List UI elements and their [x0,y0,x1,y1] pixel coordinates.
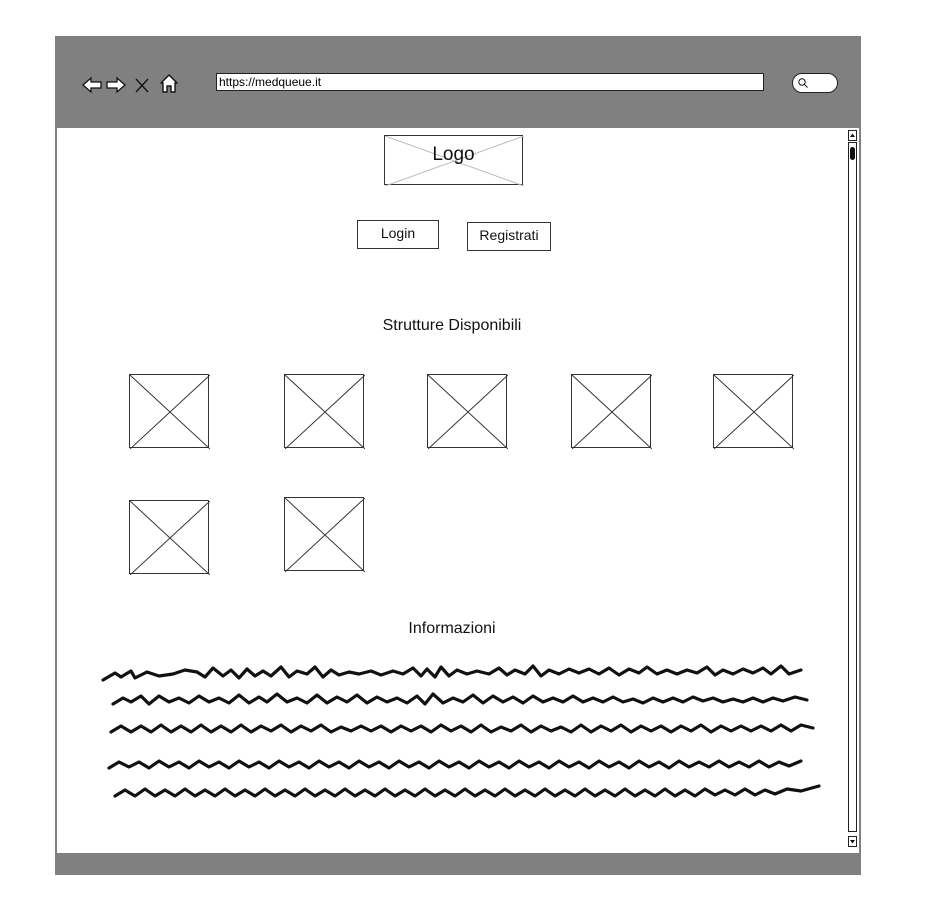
structure-card[interactable] [427,374,508,449]
info-heading: Informazioni [408,620,496,637]
structure-card[interactable] [284,497,365,572]
image-placeholder-icon [130,501,210,575]
structure-card[interactable] [713,374,794,449]
image-placeholder-icon [285,498,365,572]
login-button[interactable]: Login [357,220,439,249]
scroll-track[interactable] [848,142,857,832]
structure-card[interactable] [129,500,210,575]
image-placeholder-icon [385,136,524,186]
structure-card[interactable] [571,374,652,449]
browser-window: https://medqueue.it Logo Login Registrat… [55,36,861,875]
scroll-down-button[interactable] [848,836,857,847]
image-placeholder-icon [428,375,508,449]
structure-card[interactable] [129,374,210,449]
page-viewport: Logo Login Registrati Strutture Disponib… [57,128,859,853]
register-button[interactable]: Registrati [467,222,551,251]
vertical-scrollbar[interactable] [847,128,859,853]
browser-status-bar [55,853,861,875]
back-arrow-icon[interactable] [81,74,103,96]
logo-text: Logo [432,144,475,165]
close-icon[interactable] [134,76,150,94]
home-icon[interactable] [158,72,180,94]
scroll-thumb[interactable] [850,147,855,160]
image-placeholder-icon [130,375,210,449]
search-icon [798,78,808,88]
info-text-scribble [101,664,821,798]
scroll-up-button[interactable] [848,130,857,141]
browser-toolbar: https://medqueue.it [55,36,861,128]
url-bar[interactable]: https://medqueue.it [216,73,764,91]
chevron-up-icon [850,133,855,137]
image-placeholder-icon [572,375,652,449]
image-placeholder-icon [285,375,365,449]
search-button[interactable] [792,73,838,93]
structures-heading: Strutture Disponibili [382,317,522,334]
structure-card[interactable] [284,374,365,449]
logo-placeholder: Logo [384,135,524,186]
chevron-down-icon [850,840,855,844]
forward-arrow-icon[interactable] [105,74,127,96]
image-placeholder-icon [714,375,794,449]
